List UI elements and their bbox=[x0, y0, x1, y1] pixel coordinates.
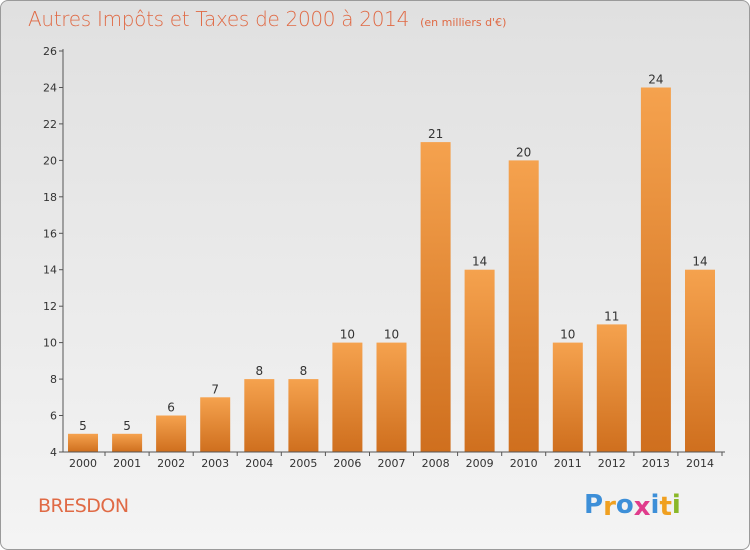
proxiti-logo[interactable]: Proxiti bbox=[584, 490, 681, 522]
x-tick-label-2006: 2006 bbox=[333, 457, 361, 470]
bar-2013 bbox=[640, 87, 671, 452]
commune-name: BRESDON bbox=[38, 495, 129, 517]
x-tick-label-2011: 2011 bbox=[554, 457, 582, 470]
x-tick-label-2001: 2001 bbox=[113, 457, 141, 470]
bar-2005 bbox=[288, 379, 319, 452]
logo-letter: o bbox=[615, 490, 634, 520]
x-tick-label-2014: 2014 bbox=[686, 457, 714, 470]
bar-2009 bbox=[464, 269, 495, 452]
value-label-2010: 20 bbox=[516, 145, 531, 159]
x-tick-label-2009: 2009 bbox=[466, 457, 494, 470]
x-tick-label-2000: 2000 bbox=[69, 457, 97, 470]
value-label-2002: 6 bbox=[167, 401, 175, 415]
logo-letter: x bbox=[633, 492, 651, 522]
bar-2010 bbox=[508, 160, 539, 452]
bar-2012 bbox=[596, 324, 627, 452]
value-label-2014: 14 bbox=[692, 255, 707, 269]
y-tick-label-4: 4 bbox=[50, 446, 57, 459]
y-tick-label-14: 14 bbox=[43, 264, 57, 277]
value-label-2011: 10 bbox=[560, 328, 575, 342]
value-label-2000: 5 bbox=[79, 419, 87, 433]
y-tick-label-6: 6 bbox=[50, 410, 57, 423]
y-tick-label-16: 16 bbox=[43, 227, 57, 240]
x-tick-label-2003: 2003 bbox=[201, 457, 229, 470]
value-label-2008: 21 bbox=[428, 127, 443, 141]
y-tick-label-8: 8 bbox=[50, 373, 57, 386]
bar-2002 bbox=[156, 415, 187, 452]
y-tick-label-18: 18 bbox=[43, 191, 57, 204]
y-tick-label-12: 12 bbox=[43, 300, 57, 313]
bars-group: 5 5 6 7 8 8 10 10 21 14 20 10 11 24 14 bbox=[68, 73, 715, 452]
value-label-2012: 11 bbox=[604, 309, 619, 323]
y-tick-label-22: 22 bbox=[43, 118, 57, 131]
x-tick-label-2004: 2004 bbox=[245, 457, 273, 470]
value-label-2013: 24 bbox=[648, 73, 663, 87]
value-label-2009: 14 bbox=[472, 255, 487, 269]
bar-2001 bbox=[112, 433, 143, 452]
y-tick-label-26: 26 bbox=[43, 45, 57, 58]
logo-letter: r bbox=[603, 492, 616, 522]
chart-title-block: Autres Impôts et Taxes de 2000 à 2014 (e… bbox=[28, 7, 506, 31]
bar-2008 bbox=[420, 142, 451, 452]
value-label-2007: 10 bbox=[384, 328, 399, 342]
logo-letter: P bbox=[584, 490, 604, 520]
x-tick-label-2007: 2007 bbox=[378, 457, 406, 470]
logo-letter: i bbox=[671, 490, 681, 520]
logo-letter: t bbox=[659, 492, 672, 522]
y-tick-label-10: 10 bbox=[43, 337, 57, 350]
value-label-2001: 5 bbox=[123, 419, 131, 433]
bar-2000 bbox=[68, 433, 98, 452]
x-tick-label-2005: 2005 bbox=[289, 457, 317, 470]
value-label-2003: 7 bbox=[211, 382, 219, 396]
bar-2014 bbox=[685, 269, 715, 452]
bar-2006 bbox=[332, 342, 363, 452]
x-tick-label-2010: 2010 bbox=[510, 457, 538, 470]
logo-letter: i bbox=[650, 490, 660, 520]
bar-2007 bbox=[376, 342, 407, 452]
y-tick-label-24: 24 bbox=[43, 82, 57, 95]
x-tick-label-2008: 2008 bbox=[422, 457, 450, 470]
chart-title: Autres Impôts et Taxes de 2000 à 2014 bbox=[28, 7, 409, 31]
x-tick-label-2013: 2013 bbox=[642, 457, 670, 470]
bar-2003 bbox=[200, 397, 231, 452]
value-label-2004: 8 bbox=[255, 364, 263, 378]
x-tick-label-2012: 2012 bbox=[598, 457, 626, 470]
y-tick-label-20: 20 bbox=[43, 154, 57, 167]
chart-subtitle: (en milliers d'€) bbox=[420, 16, 507, 29]
axes-group: 2000 2001 2002 2003 2004 2005 2006 2007 2008 2009… bbox=[43, 45, 725, 470]
value-label-2006: 10 bbox=[340, 328, 355, 342]
bar-2011 bbox=[552, 342, 583, 452]
value-label-2005: 8 bbox=[300, 364, 308, 378]
x-tick-label-2002: 2002 bbox=[157, 457, 185, 470]
bar-2004 bbox=[244, 379, 275, 452]
